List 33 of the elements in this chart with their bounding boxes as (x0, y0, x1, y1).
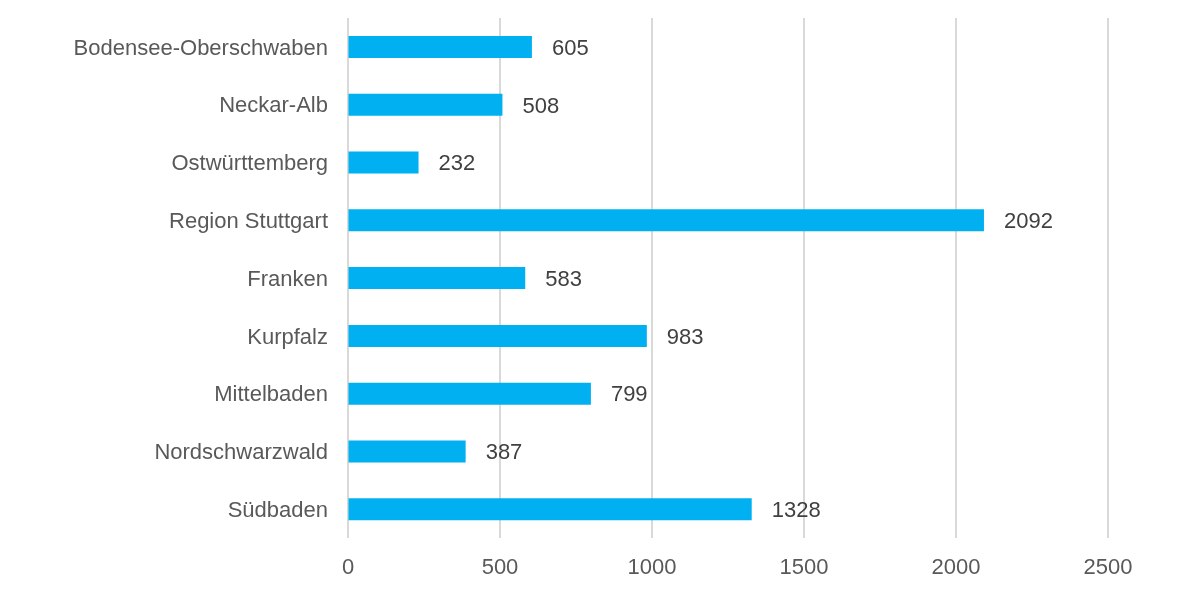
data-label: 583 (545, 265, 582, 291)
x-tick-label: 2000 (931, 553, 981, 579)
data-label: 605 (551, 34, 589, 60)
data-label: 799 (610, 381, 648, 407)
bar (348, 36, 532, 58)
bar (348, 93, 503, 116)
y-tick-label: Neckar-Alb (219, 92, 328, 118)
bar (348, 498, 752, 521)
y-tick-label: Franken (247, 265, 328, 291)
y-tick-label: Kurpfalz (247, 323, 328, 349)
y-tick-label: Ostwürttemberg (171, 150, 328, 176)
bar (348, 440, 466, 463)
x-tick-label: 0 (341, 553, 355, 579)
data-label: 387 (485, 439, 523, 465)
y-tick-label: Region Stuttgart (169, 208, 328, 234)
x-tick-label: 1500 (779, 553, 829, 579)
y-tick-label: Bodensee-Oberschwaben (73, 34, 328, 60)
x-tick-label: 500 (481, 553, 519, 579)
data-label: 983 (666, 323, 704, 349)
bar (348, 382, 591, 405)
x-tick-label: 1000 (627, 553, 677, 579)
bar (348, 151, 419, 174)
y-tick-label: Mittelbaden (214, 381, 328, 407)
x-tick-label: 2500 (1083, 553, 1133, 579)
bar (348, 209, 984, 232)
data-label: 232 (438, 150, 476, 176)
data-label: 508 (522, 92, 560, 118)
data-label: 2092 (1003, 208, 1053, 234)
y-tick-label: Südbaden (227, 496, 328, 522)
y-tick-label: Nordschwarzwald (154, 439, 328, 465)
bar (348, 267, 526, 290)
bar (348, 324, 647, 347)
data-label: 1328 (771, 497, 821, 523)
